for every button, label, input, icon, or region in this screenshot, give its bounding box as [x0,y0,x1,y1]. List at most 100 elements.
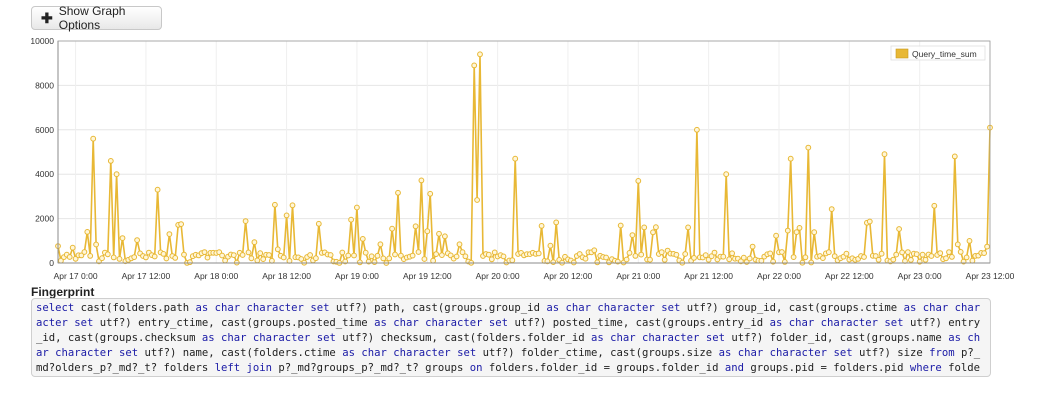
y-tick-label: 6000 [35,125,54,135]
data-point [257,250,264,257]
data-point [509,257,516,264]
data-point [160,251,167,257]
data-point [779,249,785,255]
sql-keyword: as [374,317,387,329]
data-point [603,254,609,261]
data-point [866,218,873,225]
data-point [260,256,267,263]
data-point [796,225,803,231]
data-point [553,219,560,226]
sql-keyword: as [201,332,215,344]
sql-keyword: character [252,332,311,344]
data-point [442,233,448,240]
query-time-chart: 0 2000 4000 6000 8000 10000 Apr 17 0:00 Apr 17 … [30,36,1015,281]
data-point [746,255,753,262]
data-point [673,251,680,258]
data-point [550,259,557,266]
sql-keyword: char [610,332,636,344]
data-point [708,253,715,260]
x-tick-label: Apr 20 12:00 [544,271,593,281]
data-point [181,251,187,258]
sql-keyword: char [393,317,419,329]
show-graph-options-button[interactable]: ✚ Show Graph Options [31,4,162,32]
data-point [248,255,255,262]
sql-keyword: character [246,302,304,314]
data-point [151,253,158,260]
data-point [723,171,730,178]
data-point [949,254,955,260]
data-point [969,257,976,264]
data-point [896,226,902,232]
data-point [928,253,935,259]
data-point [110,254,117,261]
y-tick-label: 10000 [30,36,54,46]
x-tick-label: Apr 22 0:00 [757,271,801,281]
fingerprint-query-text: select cast(folders.path as char charact… [36,302,981,374]
sql-keyword: from [929,347,955,359]
data-point [617,222,624,229]
data-point [500,253,507,260]
data-point [685,224,691,231]
sql-keyword: set [118,347,139,359]
data-point [424,228,431,235]
data-point [430,257,437,264]
sql-keyword: character [425,317,483,329]
data-point [84,229,91,235]
data-point [242,218,249,225]
data-point [951,153,958,160]
data-point [371,259,378,266]
sql-keyword: set [884,317,904,329]
data-point [626,250,633,256]
data-point [811,229,818,236]
data-point [90,135,97,142]
data-point [172,255,179,261]
data-point [825,249,832,256]
sql-keyword: left [214,362,241,374]
data-point [433,251,440,258]
data-point [163,255,170,262]
data-point [274,246,281,253]
data-point [820,255,826,262]
data-point [954,241,961,248]
data-point [547,242,554,249]
data-point [456,241,463,248]
data-point [154,186,161,193]
legend-label: Query_time_sum [912,49,977,59]
sql-keyword: char [36,332,981,359]
sql-keyword: character [36,302,981,329]
sql-keyword: char [788,317,815,329]
x-tick-label: Apr 19 0:00 [335,271,379,281]
data-point [905,249,911,256]
data-point [899,249,905,256]
data-point [629,232,636,239]
data-point [307,252,314,258]
sql-keyword: as [590,332,604,344]
data-point [289,202,296,209]
data-point [201,249,208,256]
data-point [828,206,835,213]
sql-keyword: char [214,302,241,314]
data-point [327,252,334,258]
data-point [392,251,398,258]
data-point [143,254,149,261]
data-point [641,224,648,231]
data-point [491,249,498,256]
data-point [946,249,952,256]
y-tick-label: 2000 [35,214,54,224]
data-point [131,254,138,261]
data-point [266,252,272,258]
data-point [881,151,888,158]
data-point [348,216,355,223]
sql-keyword: set [833,347,853,359]
data-point [134,237,141,244]
data-point [272,201,278,208]
sql-keyword: character [597,302,655,314]
data-point [937,250,944,257]
data-point [802,254,809,261]
x-tick-label: Apr 23 0:00 [898,271,942,281]
data-point [474,197,481,203]
data-point [831,253,838,260]
x-tick-label: Apr 18 0:00 [194,271,238,281]
data-point [981,250,987,257]
x-tick-label: Apr 23 12:00 [966,271,1015,281]
